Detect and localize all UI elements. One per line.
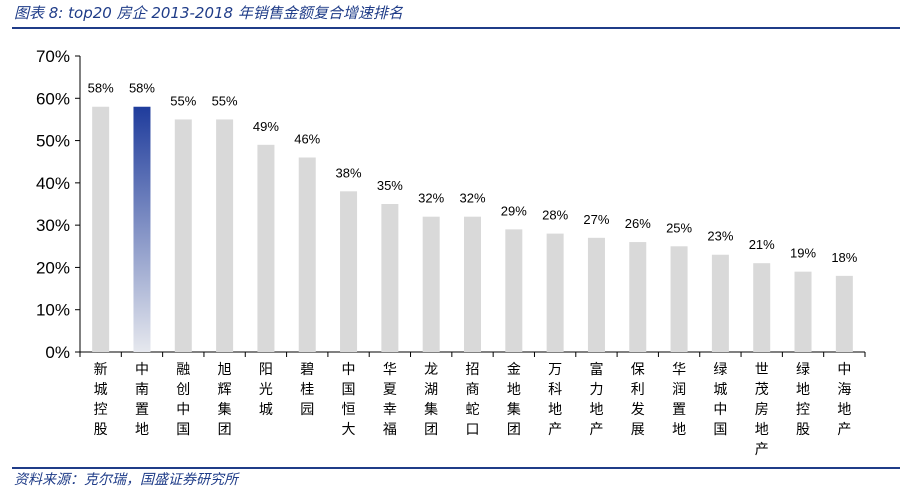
- bar: [298, 157, 316, 352]
- category-label: 世茂房地产: [755, 362, 769, 458]
- data-label: 25%: [666, 220, 692, 235]
- data-label: 32%: [459, 191, 485, 206]
- bar: [629, 242, 647, 352]
- data-label: 28%: [542, 208, 568, 223]
- y-tick-label: 10%: [36, 301, 70, 320]
- category-label: 万科地产: [548, 362, 562, 438]
- data-label: 58%: [88, 81, 114, 96]
- bar: [670, 246, 688, 352]
- bar: [587, 237, 605, 352]
- category-label: 华夏幸福: [383, 362, 397, 438]
- data-label: 46%: [294, 131, 320, 146]
- bar: [505, 229, 523, 352]
- data-label: 18%: [831, 250, 857, 265]
- bar: [464, 216, 481, 352]
- y-tick-label: 20%: [36, 258, 70, 277]
- y-tick-label: 30%: [36, 216, 70, 235]
- bar: [92, 106, 110, 352]
- source-note: 资料来源：克尔瑞，国盛证券研究所: [14, 472, 238, 488]
- category-label: 绿城中国: [713, 362, 727, 438]
- category-label: 中南置地: [135, 362, 149, 438]
- title-rule: [12, 27, 900, 29]
- category-label: 阳光城: [259, 362, 273, 418]
- bar: [174, 119, 192, 352]
- data-label: 35%: [377, 178, 403, 193]
- bar: [835, 275, 853, 352]
- y-tick-label: 40%: [36, 174, 70, 193]
- category-label: 华润置地: [672, 362, 686, 438]
- data-label: 32%: [418, 191, 444, 206]
- category-label: 碧桂园: [300, 362, 314, 418]
- data-label: 55%: [212, 93, 238, 108]
- category-label: 中海地产: [837, 362, 851, 438]
- y-tick-label: 50%: [36, 132, 70, 151]
- bar: [340, 191, 358, 352]
- data-label: 26%: [625, 216, 651, 231]
- category-label: 旭辉集团: [218, 362, 232, 438]
- bar: [216, 119, 234, 352]
- category-label: 中国恒大: [342, 362, 356, 438]
- data-label: 29%: [501, 203, 527, 218]
- category-label: 龙湖集团: [424, 362, 438, 438]
- category-label: 新城控股: [94, 362, 108, 438]
- category-label: 融创中国: [176, 362, 190, 438]
- y-tick-label: 0%: [45, 343, 70, 362]
- bar: [381, 204, 399, 352]
- data-label: 49%: [253, 119, 279, 134]
- bar: [711, 254, 729, 352]
- bar: [133, 106, 151, 352]
- bar: [257, 144, 275, 352]
- y-tick-label: 60%: [36, 89, 70, 108]
- category-label: 富力地产: [589, 361, 603, 438]
- category-label: 金地集团: [507, 362, 521, 438]
- bar: [794, 271, 812, 352]
- data-label: 23%: [707, 229, 733, 244]
- data-label: 21%: [749, 237, 775, 252]
- category-label: 保利发展: [631, 362, 645, 438]
- data-label: 27%: [583, 212, 609, 227]
- y-tick-label: 70%: [36, 47, 70, 66]
- data-label: 58%: [129, 81, 155, 96]
- bar-chart: 0% 10% 20% 30% 40% 50% 60% 70% 58% 58% 55% 55% 49% 4…: [36, 47, 866, 458]
- source-rule: [12, 467, 900, 469]
- category-label: 招商蛇口: [466, 362, 480, 438]
- bar: [753, 263, 771, 352]
- bar: [422, 216, 440, 352]
- data-label: 55%: [170, 93, 196, 108]
- bar: [546, 233, 564, 352]
- figure-title: 图表 8: top20 房企 2013-2018 年销售金额复合增速排名: [14, 4, 403, 22]
- category-label: 绿地控股: [796, 362, 810, 438]
- data-label: 19%: [790, 246, 816, 261]
- data-label: 38%: [336, 165, 362, 180]
